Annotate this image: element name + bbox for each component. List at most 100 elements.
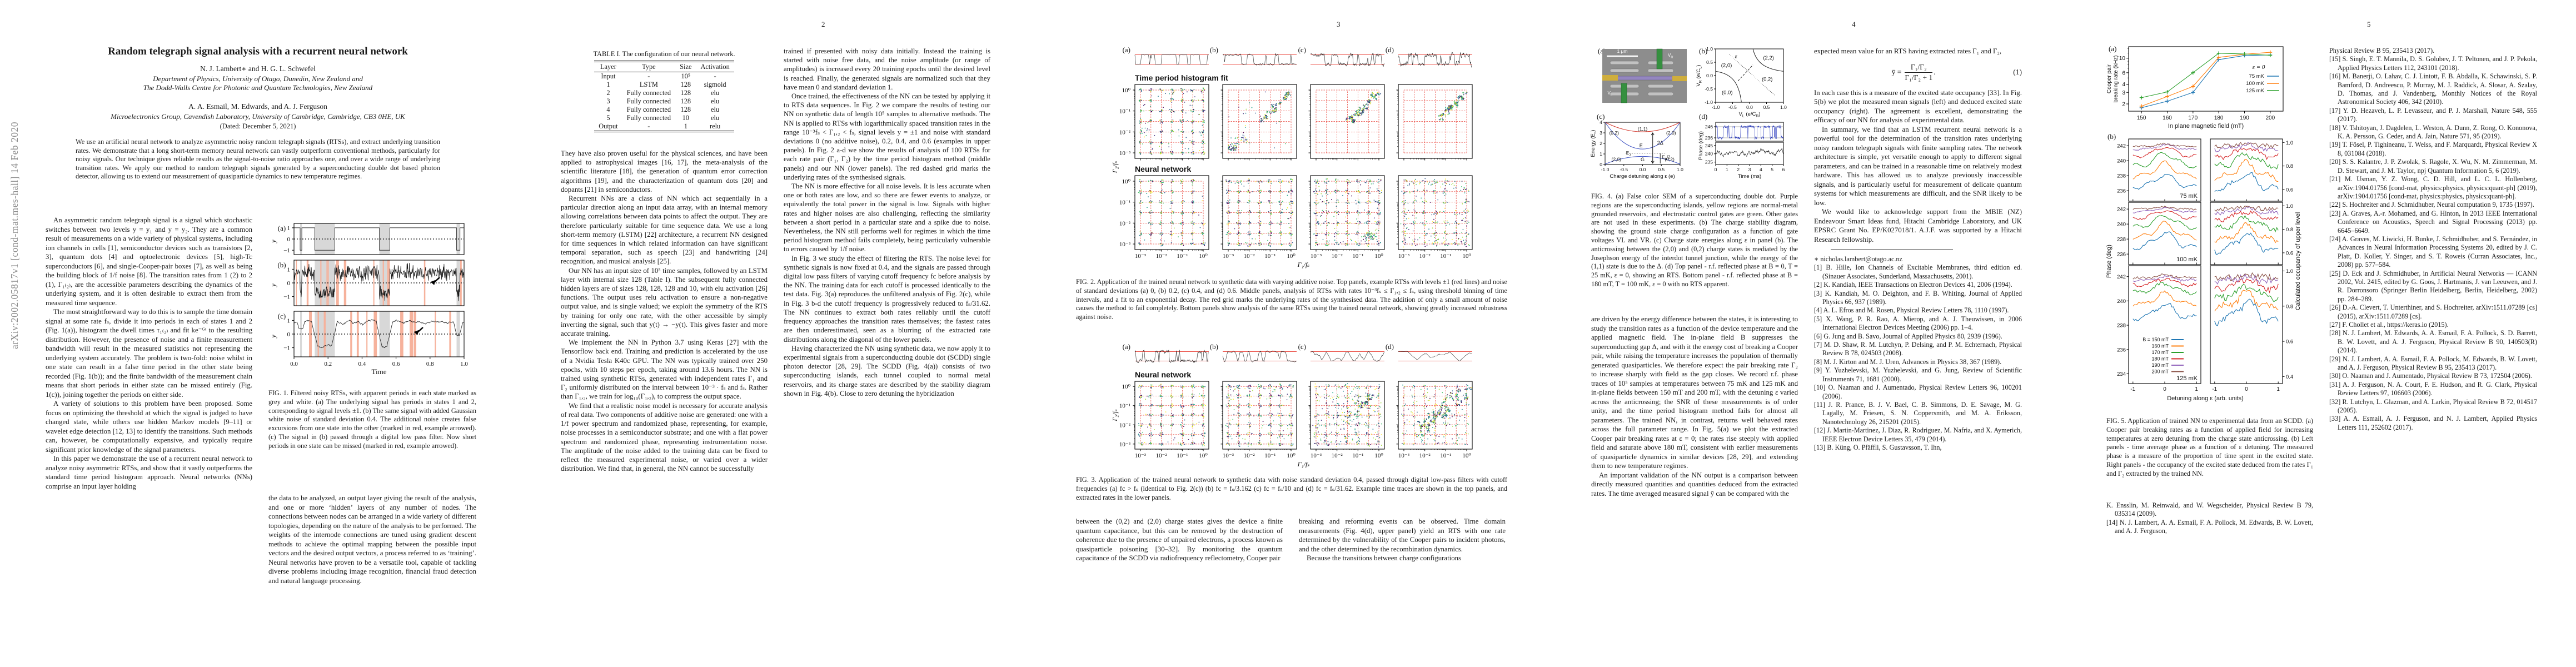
page-1-column-left: An asymmetric random telegraph signal is… (46, 216, 252, 491)
svg-text:10⁻²: 10⁻² (1119, 129, 1131, 136)
svg-text:10⁻³: 10⁻³ (1223, 253, 1234, 260)
paragraph: An asymmetric random telegraph signal is… (46, 216, 252, 307)
table-cell: Output (599, 122, 618, 130)
figure-1: (a) 10−1y(b)10−1y(c)10−1y0.0 0.2 0.4 0.6 0.8 1… (270, 223, 468, 376)
paragraph: Once trained, the effectiveness of the N… (784, 92, 990, 181)
svg-text:10⁻³: 10⁻³ (1119, 241, 1131, 248)
reference-item: [25] D. Eck and J. Schmidhuber, in Artif… (2329, 269, 2537, 303)
table-cell: - (714, 72, 716, 80)
svg-text:10⁻²: 10⁻² (1419, 253, 1431, 260)
table-cell: 1 (606, 81, 610, 88)
svg-text:10⁰: 10⁰ (1199, 253, 1208, 260)
table-cell: LSTM (639, 81, 658, 88)
table-cell: Fully connected (626, 114, 671, 122)
paragraph: In this paper we demonstrate the use of … (46, 455, 252, 490)
equation-fraction: Γ₁/Γ₂ Γ₁/Γ₂ + 1 (1905, 62, 1933, 82)
svg-text:y: y (270, 335, 277, 339)
page-number: 4 (1852, 20, 1856, 28)
page-4-column-right: expected mean value for an RTS having ex… (1814, 47, 2022, 452)
paragraph: between the (0,2) and (2,0) charge state… (1076, 517, 1283, 562)
figure-2: (a) (b) (c) (d) Time period histogram fit 10⁰… (1111, 46, 1473, 268)
reference-item: [10] O. Naaman and J. Aumentado, Physica… (1814, 384, 2022, 400)
page-5: 5 (a) 2 3 4 6 10 150 160 170 180 190 200 In plane ma… (2061, 0, 2576, 667)
page-number: 3 (1337, 20, 1341, 28)
figure-3-caption: FIG. 3. Application of the trained neura… (1076, 476, 1507, 501)
reference-item: [32] R. Lutchyn, L. Glazman, and A. Lark… (2329, 397, 2537, 415)
reference-item: [19] T. Fösel, P. Tighineanu, T. Weiss, … (2329, 141, 2537, 157)
svg-text:10⁻³: 10⁻³ (1311, 253, 1322, 260)
figure-4-caption: FIG. 4. (a) False color SEM of a superco… (1591, 192, 1798, 288)
svg-text:1.0: 1.0 (460, 361, 468, 367)
reference-item: [33] A. A. Esmail, A. J. Ferguson, and N… (2329, 415, 2537, 431)
table-cell: 3 (606, 97, 610, 105)
svg-text:−1: −1 (283, 345, 290, 352)
page-1-column-right-text: the data to be analyzed, an output layer… (268, 494, 476, 585)
reference-item: [14] N. J. Lambert, A. A. Esmail, F. A. … (2106, 518, 2313, 535)
svg-text:10⁻¹: 10⁻¹ (1177, 253, 1188, 260)
reference-item: [21] M. Usman, Y. Z. Wong, C. D. Hill, a… (2329, 175, 2537, 200)
paragraph: Recurrent NNs are a class of NN which ac… (561, 195, 768, 266)
page-2-column-left: They have also proven useful for the phy… (561, 149, 768, 473)
page-5-left-references: K. Ensslin, M. Reinwald, and W. Wegschei… (2106, 501, 2313, 536)
svg-text:10⁻²: 10⁻² (1119, 220, 1131, 227)
page-2: 2 TABLE I. The configuration of our neur… (515, 0, 1030, 667)
affiliation-1b: The Dodd-Walls Centre for Photonic and Q… (143, 83, 373, 92)
paper-title: Random telegraph signal analysis with a … (108, 46, 408, 57)
svg-text:(d): (d) (1386, 46, 1394, 54)
table-1: TABLE I. The configuration of our neural… (561, 50, 768, 132)
paragraph: breaking and reforming events can be obs… (1299, 517, 1506, 553)
paragraph: In Fig. 3 we study the effect of filteri… (784, 254, 990, 344)
svg-text:10⁻³: 10⁻³ (1119, 150, 1131, 157)
page-3: 3 (a) (b) (c) (d) Time period histogram fit 1… (1030, 0, 1546, 667)
svg-text:0: 0 (287, 331, 291, 338)
svg-text:Time: Time (372, 367, 387, 376)
reference-item: [31] A. J. Ferguson, N. A. Court, F. E. … (2329, 380, 2537, 397)
svg-text:(c): (c) (1298, 342, 1306, 351)
table-cell: 128 (680, 89, 691, 97)
page-number: 2 (821, 20, 825, 28)
author-line-2: A. A. Esmail, M. Edwards, and A. J. Ferg… (188, 102, 327, 111)
table-1-grid: Layer Type Size Activation Input - 10⁵ -… (594, 61, 734, 132)
reference-item: [12] J. Martin-Martinez, J. Diaz, R. Rod… (1814, 426, 2022, 443)
paragraph: the data to be analyzed, an output layer… (268, 494, 476, 585)
paragraph: An important validation of the NN output… (1591, 471, 1798, 497)
reference-item: Physical Review B 95, 235413 (2017). (2329, 47, 2435, 54)
equation-period: . (1934, 68, 1936, 77)
page-4-right-paragraphs: In each case this is a measure of the ex… (1814, 88, 2022, 245)
reference-item: [16] M. Banerji, O. Lahav, C. J. Lintott… (2329, 72, 2537, 106)
svg-text:Γ₁/fₛ: Γ₁/fₛ (1297, 261, 1310, 268)
reference-item: [17] Y. D. Hezaveh, L. P. Levasseur, and… (2329, 106, 2537, 123)
table-cell: 10⁵ (681, 72, 691, 80)
paragraph: Our NN has an input size of 10⁵ time sam… (561, 266, 768, 338)
table-cell: 10 (682, 114, 689, 122)
table-cell: sigmoid (704, 81, 726, 88)
svg-text:(c): (c) (1298, 46, 1306, 54)
reference-item: [1] B. Hille, Ion Channels of Excitable … (1814, 263, 2022, 280)
reference-item: [27] F. Chollet et al., https://keras.io… (2329, 321, 2449, 328)
paragraph: In summary, we find that an LSTM recurre… (1814, 125, 2022, 207)
table-cell: - (647, 72, 650, 80)
reference-item: [13] B. Küng, O. Pfäffli, S. Gustavsson,… (1814, 443, 1942, 451)
svg-text:10⁻¹: 10⁻¹ (1352, 253, 1363, 260)
paragraph: Because the transitions between charge c… (1307, 554, 1462, 562)
paragraph: The most straightforward way to do this … (46, 308, 252, 399)
svg-text:(a): (a) (1123, 46, 1130, 54)
table-cell: 128 (680, 81, 691, 88)
reference-item: [3] K. Kandiah, M. O. Deighton, and F. B… (1814, 289, 2022, 306)
reference-item: [29] N. J. Lambert, A. A. Esmail, F. A. … (2329, 355, 2537, 372)
paragraph: In each case this is a measure of the ex… (1814, 88, 2022, 125)
abstract: We use an artificial neural network to a… (76, 138, 440, 181)
table-cell: 1 (684, 122, 687, 130)
svg-text:Neural network: Neural network (1135, 165, 1191, 173)
svg-text:10⁻²: 10⁻² (1332, 253, 1343, 260)
reference-item: [15] S. Singh, E. T. Mannila, D. S. Golu… (2329, 55, 2537, 72)
reference-item: [30] O. Naaman and J. Aumentado, Physica… (2329, 372, 2532, 380)
svg-text:0.8: 0.8 (426, 361, 434, 367)
reference-item: K. Ensslin, M. Reinwald, and W. Wegschei… (2106, 501, 2313, 518)
svg-text:1: 1 (287, 225, 291, 232)
reference-item: [23] A. Graves, A.-r. Mohamed, and G. Hi… (2329, 209, 2537, 235)
reference-item: [4] A. L. Efros and M. Rosen, Physical R… (1814, 306, 2009, 315)
